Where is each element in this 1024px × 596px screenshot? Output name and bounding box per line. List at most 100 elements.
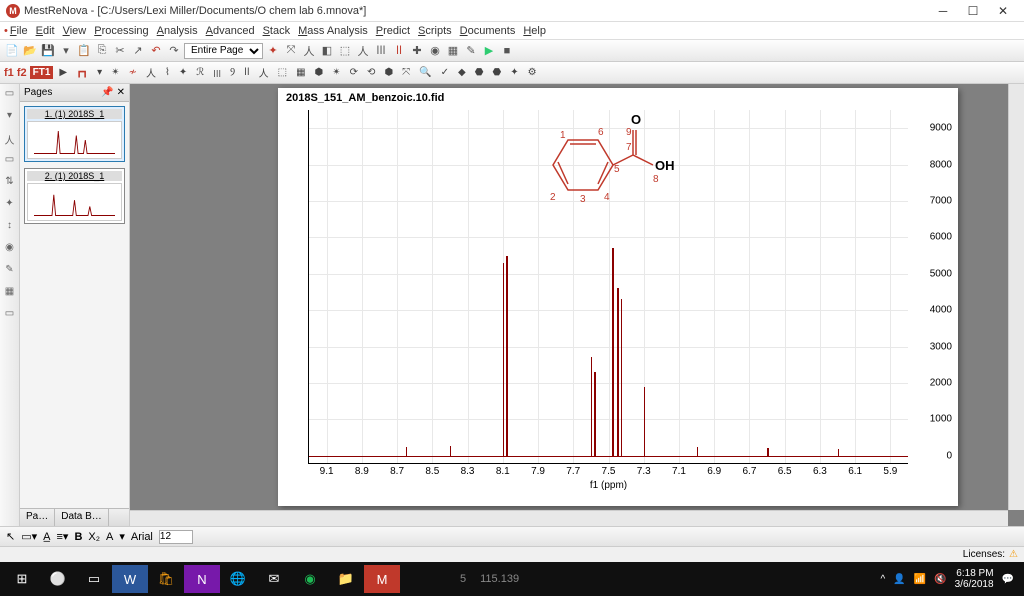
stop-icon[interactable]: ■ (499, 43, 515, 59)
nmr-tool-7[interactable]: ⌇ (162, 66, 173, 79)
nmr-tool-10[interactable]: Ⲽ (210, 65, 224, 81)
word-icon[interactable]: W (112, 565, 148, 593)
bold-button[interactable]: B (74, 531, 82, 543)
vtool-9[interactable]: ✎ (2, 264, 18, 280)
store-icon[interactable]: 🛍 (148, 565, 184, 593)
vtool-11[interactable]: ▭ (2, 308, 18, 324)
wifi-icon[interactable]: 📶 (914, 574, 926, 585)
onenote-icon[interactable]: N (184, 565, 220, 593)
vtool-3[interactable]: 人 (2, 132, 18, 148)
menu-mass-analysis[interactable]: Mass Analysis (298, 25, 368, 37)
horizontal-scrollbar[interactable] (130, 510, 1008, 526)
explorer-icon[interactable]: 📁 (328, 565, 364, 593)
nmr-tool-2[interactable]: ┏┓ (73, 66, 91, 79)
nmr-tool-1[interactable]: ▶ (56, 66, 70, 79)
nmr-tool-23[interactable]: ✓ (438, 66, 452, 79)
nmr-tool-8[interactable]: ✦ (176, 66, 190, 79)
nmr-tool-13[interactable]: 人 (256, 64, 272, 81)
cut-icon[interactable]: ✂ (112, 43, 128, 59)
nmr-tool-14[interactable]: ⬚ (275, 66, 290, 79)
start-button[interactable]: ⊞ (4, 565, 40, 593)
tool-icon[interactable]: ✦ (265, 43, 281, 59)
maximize-button[interactable]: ☐ (958, 4, 988, 18)
nmr-tool-28[interactable]: ⚙ (525, 66, 540, 79)
nmr-tool-11[interactable]: Ⳋ (227, 66, 238, 79)
menu-analysis[interactable]: Analysis (157, 25, 198, 37)
task-view-icon[interactable]: ▭ (76, 565, 112, 593)
nmr-tool-22[interactable]: 🔍 (416, 66, 434, 79)
zoom-combo[interactable]: Entire Page (184, 43, 263, 59)
nmr-tool-20[interactable]: ⬢ (381, 66, 396, 79)
redo-icon[interactable]: ↷ (166, 43, 182, 59)
new-icon[interactable]: 📄 (4, 43, 20, 59)
notifications-icon[interactable]: 💬 (1002, 574, 1014, 585)
warning-icon[interactable]: ⚠ (1009, 549, 1018, 560)
tool7-icon[interactable]: ⅼⅼⅼ (373, 43, 389, 59)
undo-icon[interactable]: ↶ (148, 43, 164, 59)
open-icon[interactable]: 📂 (22, 43, 38, 59)
vertical-scrollbar[interactable] (1008, 84, 1024, 510)
menu-predict[interactable]: Predict (376, 25, 410, 37)
vtool-7[interactable]: ↕ (2, 220, 18, 236)
tool6-icon[interactable]: 人 (355, 43, 371, 59)
spectrum-paper[interactable]: 2018S_151_AM_benzoic.10.fid f1 (ppm) 010… (278, 88, 958, 506)
tab-data[interactable]: Data B… (55, 509, 109, 526)
menu-scripts[interactable]: Scripts (418, 25, 452, 37)
vtool-10[interactable]: ▦ (2, 286, 18, 302)
play-icon[interactable]: ▶ (481, 43, 497, 59)
ft-button[interactable]: FT1 (30, 66, 54, 79)
menu-advanced[interactable]: Advanced (206, 25, 255, 37)
menu-edit[interactable]: Edit (36, 25, 55, 37)
minimize-button[interactable]: ─ (928, 4, 958, 18)
search-icon[interactable]: ⚪ (40, 565, 76, 593)
menu-help[interactable]: Help (523, 25, 546, 37)
save-icon[interactable]: 💾 (40, 43, 56, 59)
style-a-button[interactable]: A (106, 531, 113, 543)
nmr-tool-18[interactable]: ⟳ (347, 66, 361, 79)
nmr-tool-26[interactable]: ⬣ (489, 66, 504, 79)
nmr-tool-9[interactable]: ℛ (193, 66, 207, 79)
nmr-tool-24[interactable]: ◆ (455, 66, 469, 79)
people-icon[interactable]: 👤 (893, 574, 905, 585)
menu-processing[interactable]: Processing (94, 25, 148, 37)
align-icon[interactable]: ≡▾ (56, 530, 68, 543)
tool4-icon[interactable]: ◧ (319, 43, 335, 59)
tool8-icon[interactable]: ⅼⅼ (391, 43, 407, 59)
nmr-tool-3[interactable]: ▾ (94, 66, 105, 79)
page-thumb-1[interactable]: 1. (1) 2018S_1 (24, 106, 125, 162)
nmr-tool-6[interactable]: 人 (143, 64, 159, 81)
menu-file[interactable]: File (10, 25, 28, 37)
tool3-icon[interactable]: 人 (301, 43, 317, 59)
nmr-tool-21[interactable]: ⤧ (399, 66, 413, 79)
vtool-5[interactable]: ⇅ (2, 176, 18, 192)
pages-pin-icon[interactable]: 📌 ✕ (101, 87, 125, 98)
molecule-structure[interactable]: O OH 1 2 3 4 5 6 7 8 9 (518, 100, 698, 220)
nmr-tool-5[interactable]: ≁ (126, 66, 140, 79)
vtool-2[interactable]: ▾ (2, 110, 18, 126)
tool12-icon[interactable]: ✎ (463, 43, 479, 59)
nmr-tool-17[interactable]: ✴ (329, 66, 343, 79)
menu-stack[interactable]: Stack (263, 25, 291, 37)
tool11-icon[interactable]: ▦ (445, 43, 461, 59)
vtool-4[interactable]: ▭ (2, 154, 18, 170)
paste-icon[interactable]: 📋 (76, 43, 92, 59)
mail-icon[interactable]: ✉ (256, 565, 292, 593)
tool9-icon[interactable]: ✚ (409, 43, 425, 59)
nmr-tool-4[interactable]: ✴ (108, 66, 122, 79)
volume-icon[interactable]: 🔇 (934, 574, 946, 585)
nmr-tool-12[interactable]: ⅼⅼ (241, 66, 253, 79)
menu-documents[interactable]: Documents (460, 25, 516, 37)
cursor-icon[interactable]: ↖ (6, 530, 15, 543)
taskbar-clock[interactable]: 6:18 PM 3/6/2018 (955, 568, 994, 590)
text-tool-icon[interactable]: A̲ (43, 531, 50, 543)
mestrenova-icon[interactable]: M (364, 565, 400, 593)
vtool-1[interactable]: ▭ (2, 88, 18, 104)
tab-pages[interactable]: Pa… (20, 509, 55, 526)
font-dropdown-arrow[interactable]: ▾ (119, 530, 125, 543)
chrome-icon[interactable]: 🌐 (220, 565, 256, 593)
nmr-tool-15[interactable]: ▦ (293, 66, 308, 79)
tool10-icon[interactable]: ◉ (427, 43, 443, 59)
tool5-icon[interactable]: ⬚ (337, 43, 353, 59)
close-button[interactable]: ✕ (988, 4, 1018, 18)
rect-icon[interactable]: ▭▾ (21, 530, 37, 543)
